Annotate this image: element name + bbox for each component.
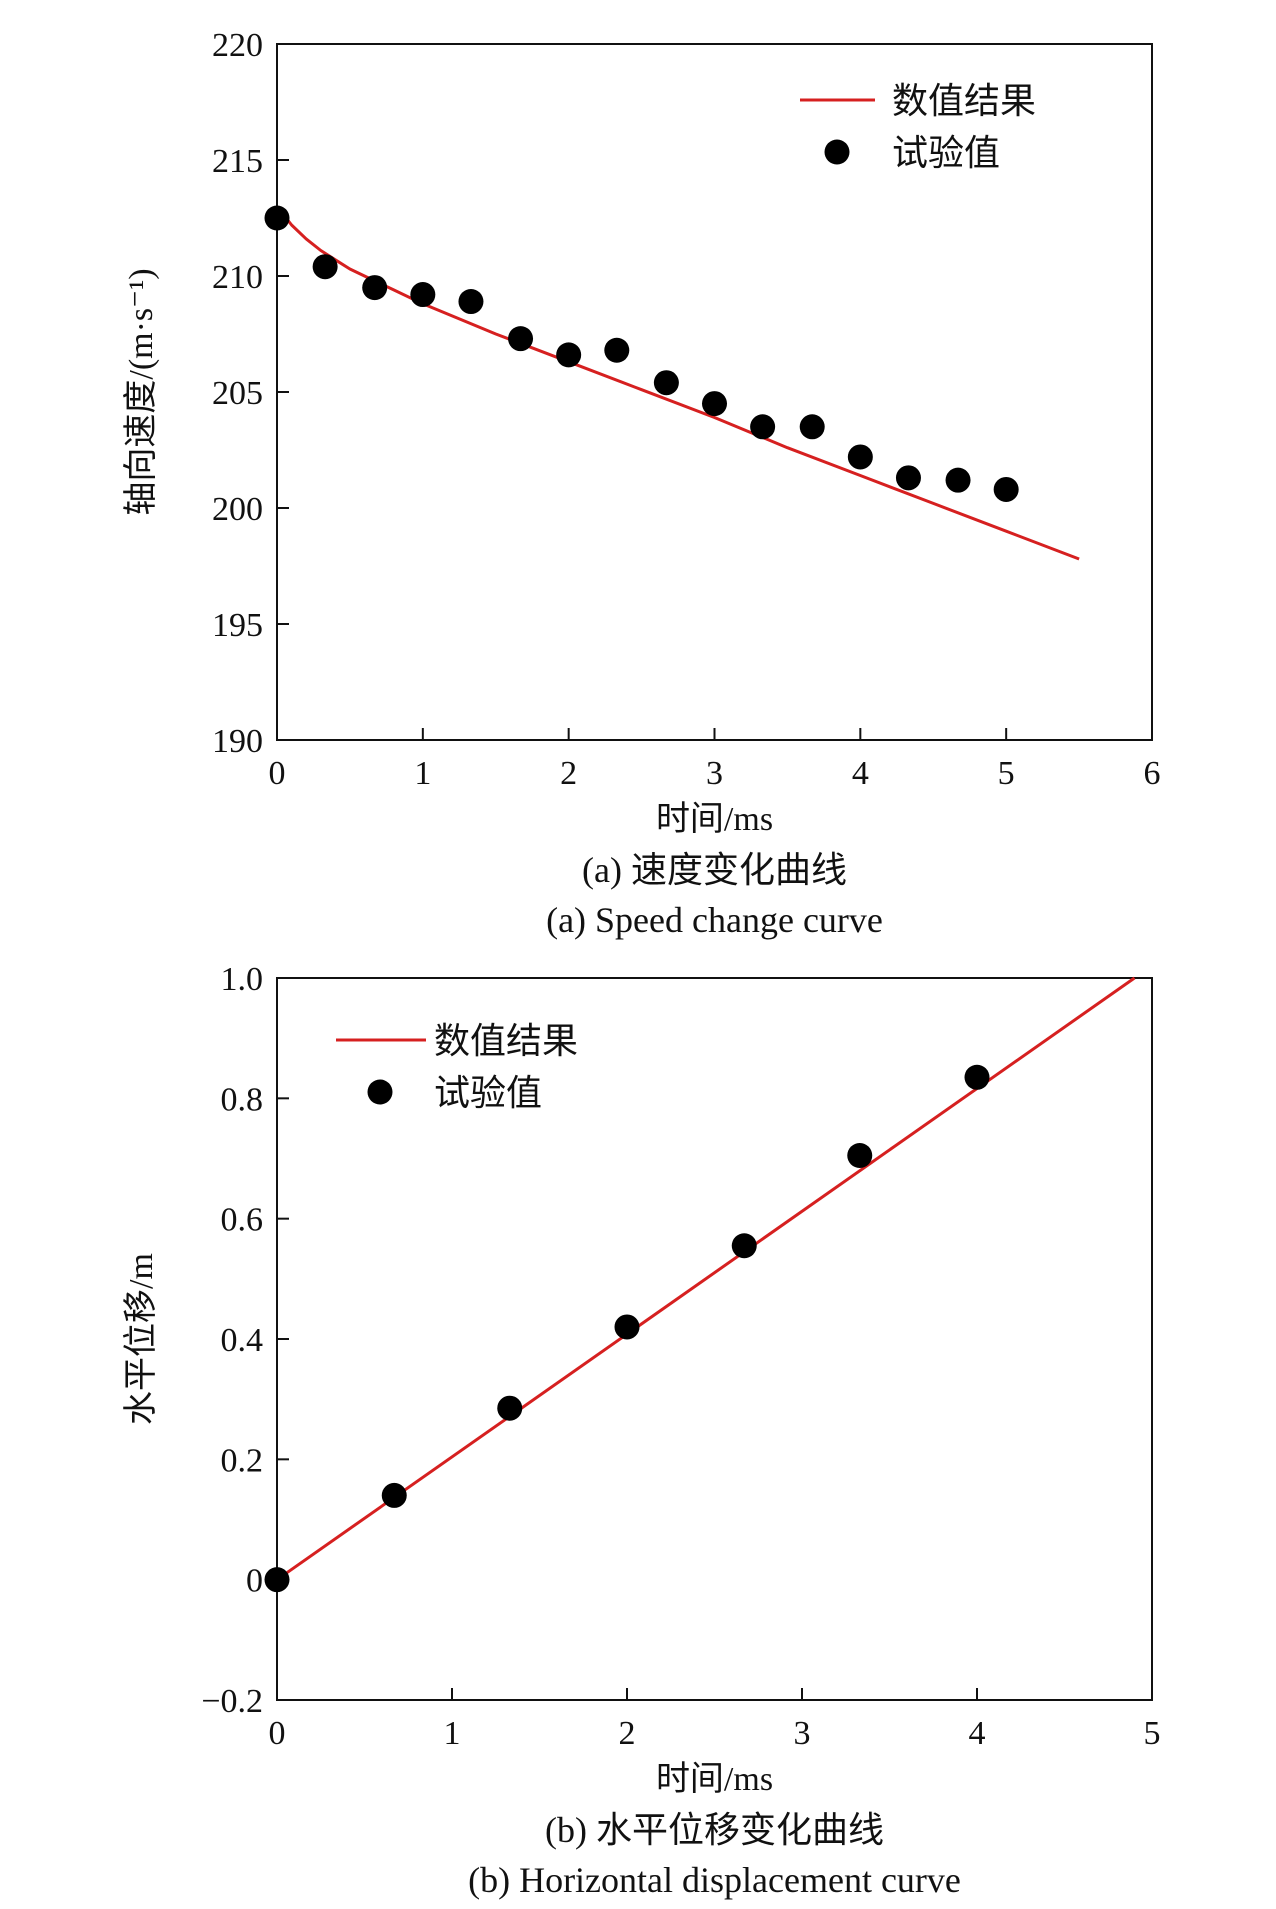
experimental-point [993,476,1019,502]
caption-chinese: (b) 水平位移变化曲线 [545,1810,884,1850]
experimental-point [614,1314,640,1340]
x-tick-label: 1 [414,755,431,792]
x-tick-label: 3 [706,755,723,792]
experimental-point [264,205,290,231]
y-tick-label: 200 [212,491,263,528]
y-tick-label: −0.2 [201,1683,263,1720]
y-tick-label: 0.4 [221,1322,264,1359]
experimental-point [945,467,971,493]
experimental-point [497,1395,523,1421]
legend-dot-swatch [824,139,850,165]
legend-label-numerical: 数值结果 [892,81,1036,121]
experimental-point [410,282,436,308]
y-tick-label: 220 [212,27,263,64]
plot-frame [276,977,1153,1701]
x-tick-label: 6 [1144,755,1161,792]
displacement-chart: 0 1 2 3 4 5−0.200.20.40.60.81.0数值结果试验值时间/ms水平… [122,961,1161,1900]
y-tick-label: 205 [212,375,263,412]
experimental-point [381,1482,407,1508]
experimental-point [458,289,484,315]
experimental-point [750,414,776,440]
x-tick-label: 2 [619,1715,636,1752]
caption-chinese: (a) 速度变化曲线 [582,850,847,890]
x-tick-label: 2 [560,755,577,792]
y-tick-label: 0.6 [221,1202,264,1239]
legend-label-experimental: 试验值 [892,133,1000,173]
experimental-point [847,1142,873,1168]
caption-english: (b) Horizontal displacement curve [468,1860,961,1900]
experimental-point [604,337,630,363]
y-tick-label: 190 [212,723,263,760]
experimental-point [964,1064,990,1090]
experimental-point [847,444,873,470]
experimental-point [731,1233,757,1259]
speed-change-chart: 0 1 2 3 4 5 6 190 195 200 205 210 215 220 数值结果试验值时间/ms… [122,27,1161,940]
y-tick-label: 215 [212,143,263,180]
y-tick-label: 1.0 [221,961,264,998]
y-axis-label: 轴向速度/(m·s⁻¹) [122,268,160,515]
y-tick-label: 0.8 [221,1081,264,1118]
experimental-point [362,275,388,301]
x-tick-label: 5 [998,755,1015,792]
experimental-point [508,326,534,352]
experimental-point [556,342,582,368]
legend-dot-swatch [367,1079,393,1105]
x-tick-label: 0 [269,755,286,792]
y-axis-label: 水平位移/m [122,1253,160,1425]
y-tick-label: 0.2 [221,1442,264,1479]
numerical-result-line [276,976,1136,1581]
x-tick-label: 4 [969,1715,986,1752]
experimental-point [312,254,338,280]
experimental-point [799,414,825,440]
y-tick-label: 0 [246,1563,263,1600]
caption-english: (a) Speed change curve [546,900,883,940]
experimental-point [264,1567,290,1593]
x-tick-label: 1 [444,1715,461,1752]
x-tick-label: 0 [269,1715,286,1752]
x-tick-label: 3 [794,1715,811,1752]
experimental-point [702,391,727,417]
x-axis-label: 时间/ms [656,1761,773,1798]
x-axis-label: 时间/ms [656,801,773,838]
legend-label-numerical: 数值结果 [434,1021,578,1061]
y-tick-label: 195 [212,607,263,644]
experimental-point [653,370,679,396]
x-tick-label: 4 [852,755,869,792]
x-tick-label: 5 [1144,1715,1161,1752]
experimental-point [895,465,921,491]
y-tick-label: 210 [212,259,263,296]
numerical-result-line [275,205,1080,561]
legend-label-experimental: 试验值 [434,1073,542,1113]
